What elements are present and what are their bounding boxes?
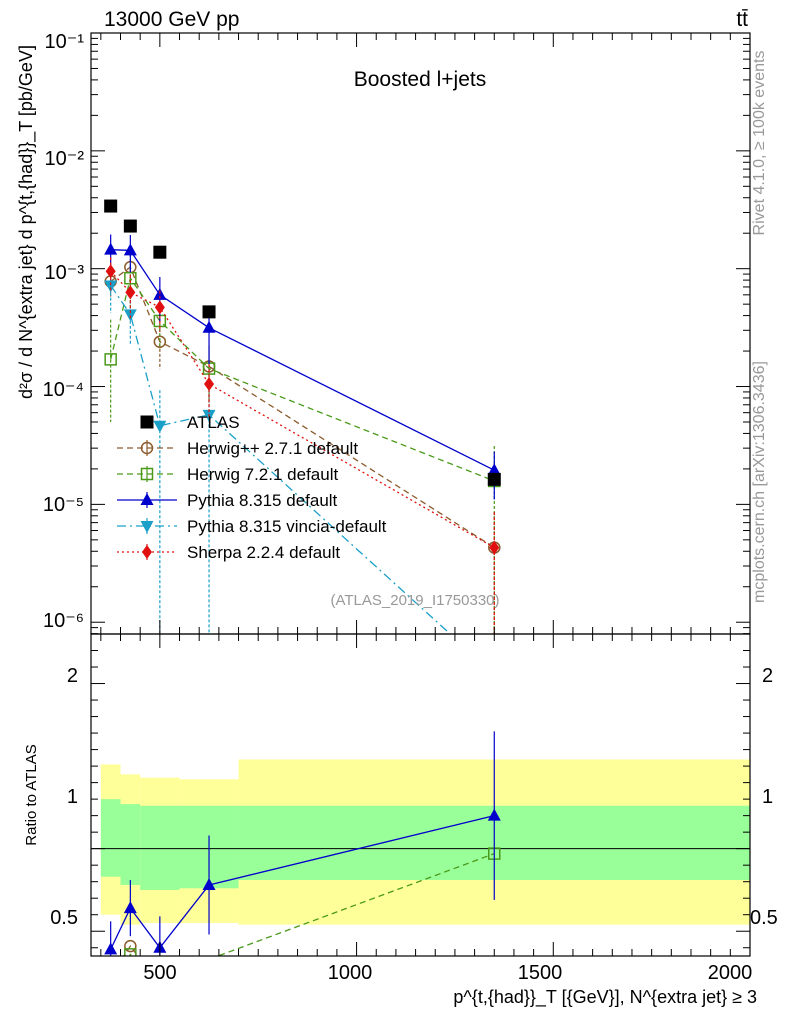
- legend-marker: [140, 493, 154, 505]
- legend: ATLAS Herwig++ 2.7.1 default Herwig 7.2.1 …: [117, 413, 387, 562]
- data-point: [125, 285, 136, 300]
- data-point: [105, 264, 116, 279]
- ratio-point: [487, 808, 501, 821]
- main-y-tick-label: 10⁻³: [45, 262, 85, 284]
- x-tick-label: 1500: [518, 962, 563, 984]
- ratio-point: [124, 939, 137, 953]
- ratio-point: [202, 877, 216, 890]
- legend-label: Pythia 8.315 default: [187, 491, 338, 510]
- ratio-y-tick-label: 0.5: [50, 907, 78, 929]
- x-tick-label: 2000: [708, 962, 753, 984]
- data-point: [153, 287, 167, 300]
- plot-title: Boosted l+jets: [354, 68, 487, 91]
- ratio-y-axis-title: Ratio to ATLAS: [23, 744, 40, 845]
- main-y-tick-label: 10⁻¹: [45, 31, 85, 53]
- ratio-uncertainty-bands: [100, 759, 750, 925]
- atlas-data-point: [104, 199, 118, 213]
- ratio-y-tick-labels-left: 2 1 0.5: [50, 665, 78, 929]
- ratio-y-tick-label-right: 1: [762, 786, 773, 808]
- data-point: [202, 320, 216, 333]
- legend-marker: [142, 545, 152, 559]
- main-y-tick-label: 10⁻⁴: [43, 379, 84, 401]
- data-point: [153, 420, 167, 433]
- x-axis-title: p^{t,{had}}_T [{GeV}], N^{extra jet} ≥ 3: [453, 987, 757, 1008]
- atlas-data-point: [487, 472, 501, 486]
- series-atlas: [104, 199, 501, 486]
- ratio-y-tick-labels-right: 2 1 0.5: [750, 665, 778, 929]
- analysis-id: (ATLAS_2019_I1750330): [330, 592, 499, 609]
- legend-marker: [140, 467, 154, 481]
- main-y-axis-title: d²σ / d N^{extra jet} d p^{t,{had}}_T [p…: [16, 45, 37, 399]
- legend-entry: Pythia 8.315 default: [117, 491, 338, 510]
- legend-label: Sherpa 2.2.4 default: [187, 543, 340, 562]
- legend-entry: Herwig 7.2.1 default: [117, 465, 338, 484]
- data-point: [487, 463, 501, 476]
- data-point: [154, 300, 165, 315]
- data-point: [104, 280, 118, 293]
- legend-label: ATLAS: [187, 413, 240, 432]
- mcplots-label: mcplots.cern.ch [arXiv:1306.3436]: [751, 361, 768, 603]
- ratio-point: [123, 901, 137, 914]
- main-y-tick-label: 10⁻²: [45, 148, 85, 170]
- main-panel-series: [104, 199, 501, 634]
- legend-label: Herwig++ 2.7.1 default: [187, 439, 358, 458]
- energy-label: 13000 GeV pp: [104, 8, 239, 31]
- legend-marker: [140, 441, 154, 455]
- ratio-y-tick-label-right: 2: [762, 665, 773, 687]
- rivet-label: Rivet 4.1.0, ≥ 100k events: [751, 51, 768, 236]
- ratio-y-tick-label-right: 0.5: [750, 907, 778, 929]
- ratio-line: [129, 853, 495, 956]
- data-point: [104, 353, 117, 366]
- axis-ticks: [91, 32, 751, 956]
- data-point: [123, 243, 137, 256]
- ratio-y-tick-label: 2: [67, 665, 78, 687]
- data-point: [153, 335, 167, 348]
- main-y-tick-label: 10⁻⁶: [43, 610, 84, 632]
- x-tick-label: 500: [143, 962, 176, 984]
- ratio-y-tick-label: 1: [67, 786, 78, 808]
- ratio-band-inner: [120, 804, 141, 885]
- ratio-series-pythia-8-315-vincia-default: [111, 979, 495, 1014]
- process-label: tt̄: [736, 8, 748, 31]
- series-line: [110, 285, 452, 634]
- ratio-band-inner: [140, 805, 180, 890]
- data-point: [124, 271, 137, 285]
- legend-entry: Herwig++ 2.7.1 default: [117, 439, 358, 458]
- ratio-band-inner: [100, 799, 121, 877]
- ratio-point: [124, 948, 137, 956]
- series-sherpa-2-2-4-default: [105, 257, 500, 634]
- data-point: [204, 377, 215, 392]
- ratio-point: [104, 942, 118, 955]
- x-tick-labels: 500 1000 1500 2000: [143, 962, 752, 984]
- data-point: [489, 540, 500, 555]
- legend-label: Herwig 7.2.1 default: [187, 465, 338, 484]
- legend-label: Pythia 8.315 vincia-default: [187, 517, 387, 536]
- ratio-line: [111, 979, 495, 1014]
- series-pythia-8-315-vincia-default: [104, 267, 452, 634]
- ratio-panel-frame: [90, 633, 751, 957]
- legend-marker: [140, 415, 154, 429]
- x-tick-label: 1000: [328, 962, 373, 984]
- atlas-data-point: [202, 305, 216, 319]
- legend-entry: Sherpa 2.2.4 default: [117, 543, 340, 562]
- atlas-data-point: [123, 219, 137, 233]
- legend-entry: Pythia 8.315 vincia-default: [117, 517, 387, 536]
- data-point: [104, 242, 118, 255]
- legend-marker: [140, 521, 154, 533]
- main-y-tick-label: 10⁻⁵: [43, 494, 84, 516]
- atlas-data-point: [153, 245, 167, 259]
- legend-entry: ATLAS: [140, 413, 240, 432]
- main-y-tick-labels: 10⁻¹ 10⁻² 10⁻³ 10⁻⁴ 10⁻⁵ 10⁻⁶: [43, 31, 85, 632]
